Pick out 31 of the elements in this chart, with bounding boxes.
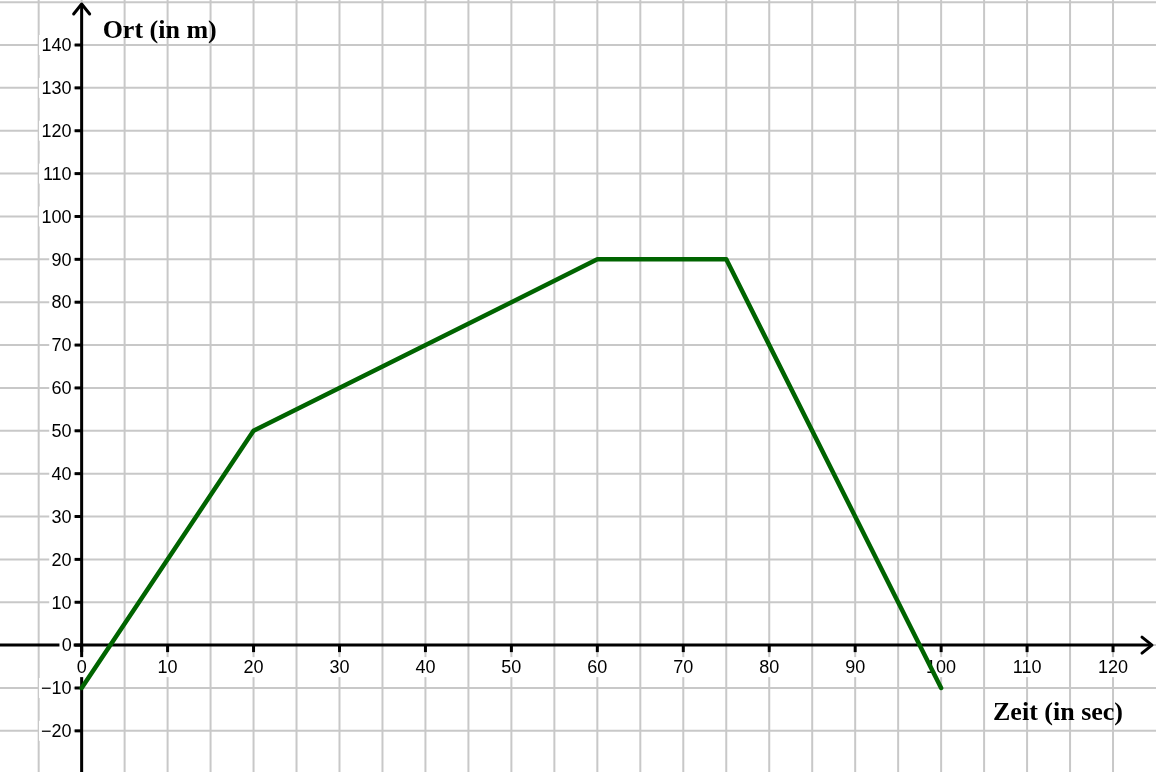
y-tick-label: 130	[41, 78, 72, 99]
x-tick-label: 50	[501, 657, 522, 678]
x-tick-label: 20	[243, 657, 264, 678]
x-tick-label: 110	[1012, 657, 1042, 678]
x-tick-label: 40	[415, 657, 436, 678]
y-tick-label: 110	[42, 163, 72, 184]
y-tick-label: −10	[41, 678, 72, 699]
y-tick-label: 0	[61, 635, 72, 656]
y-tick-label: 100	[41, 206, 72, 227]
x-tick-label: 0	[76, 657, 87, 678]
y-tick-label: 120	[41, 121, 72, 142]
x-tick-label: 10	[157, 657, 178, 678]
y-tick-label: 140	[41, 35, 72, 56]
y-tick-label: 60	[51, 378, 72, 399]
y-tick-label: 40	[51, 463, 72, 484]
x-tick-label: 120	[1098, 657, 1129, 678]
x-tick-label: 30	[329, 657, 350, 678]
y-tick-label: 90	[51, 249, 72, 270]
x-tick-label: 70	[673, 657, 694, 678]
y-axis-title: Ort (in m)	[102, 15, 217, 44]
y-tick-label: 30	[51, 506, 72, 527]
y-tick-label: 20	[51, 549, 72, 570]
y-tick-label: 80	[51, 292, 72, 313]
x-tick-label: 60	[587, 657, 608, 678]
x-tick-label: 80	[759, 657, 780, 678]
y-tick-label: −20	[41, 721, 72, 742]
y-tick-label: 10	[51, 592, 72, 613]
y-tick-label: 70	[51, 335, 72, 356]
x-tick-label: 90	[845, 657, 866, 678]
x-axis-title: Zeit (in sec)	[993, 697, 1123, 726]
y-tick-label: 50	[51, 421, 72, 442]
